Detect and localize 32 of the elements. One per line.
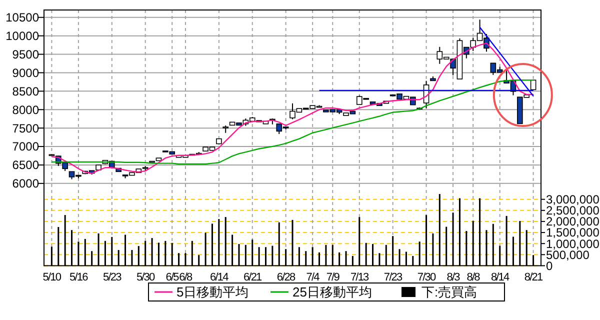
x-tick-label: 8/14 [490, 272, 510, 284]
x-tick-label: 7/13 [350, 272, 370, 284]
x-tick-label: 7/9 [326, 272, 340, 284]
x-tick-label: 8/8 [466, 272, 480, 284]
x-tick-label: 6/5 [166, 272, 180, 284]
legend-label: 5日移動平均 [176, 284, 249, 300]
x-tick-label: 7/4 [306, 272, 320, 284]
legend-label: 25日移動平均 [292, 284, 372, 300]
x-tick-label: 5/30 [136, 272, 156, 284]
x-tick-label: 6/28 [276, 272, 296, 284]
y-tick-label: 9500 [12, 47, 40, 62]
y-tick-label: 7500 [12, 121, 40, 136]
x-tick-label: 6/21 [243, 272, 262, 284]
y2-tick-label: 0 [546, 258, 553, 273]
x-tick-label: 8/21 [524, 272, 543, 284]
x-tick-label: 5/10 [42, 272, 62, 284]
x-tick-label: 6/14 [210, 272, 229, 284]
y-tick-label: 8500 [12, 84, 40, 98]
x-tick-label: 7/23 [384, 272, 403, 284]
y-tick-label: 6000 [12, 176, 40, 191]
y-tick-label: 6500 [12, 158, 40, 172]
y-tick-label: 9000 [12, 66, 40, 80]
legend-label: 下:売買高 [422, 284, 478, 300]
y-tick-label: 10500 [6, 10, 40, 25]
y-tick-label: 7000 [12, 140, 40, 154]
x-tick-label: 5/23 [102, 272, 122, 284]
x-tick-label: 8/3 [446, 272, 460, 284]
x-tick-label: 5/16 [70, 272, 88, 284]
x-tick-label: 6/8 [179, 272, 193, 284]
y-tick-label: 8000 [12, 102, 40, 117]
y-tick-label: 10000 [6, 29, 40, 44]
x-tick-label: 7/30 [417, 272, 436, 284]
